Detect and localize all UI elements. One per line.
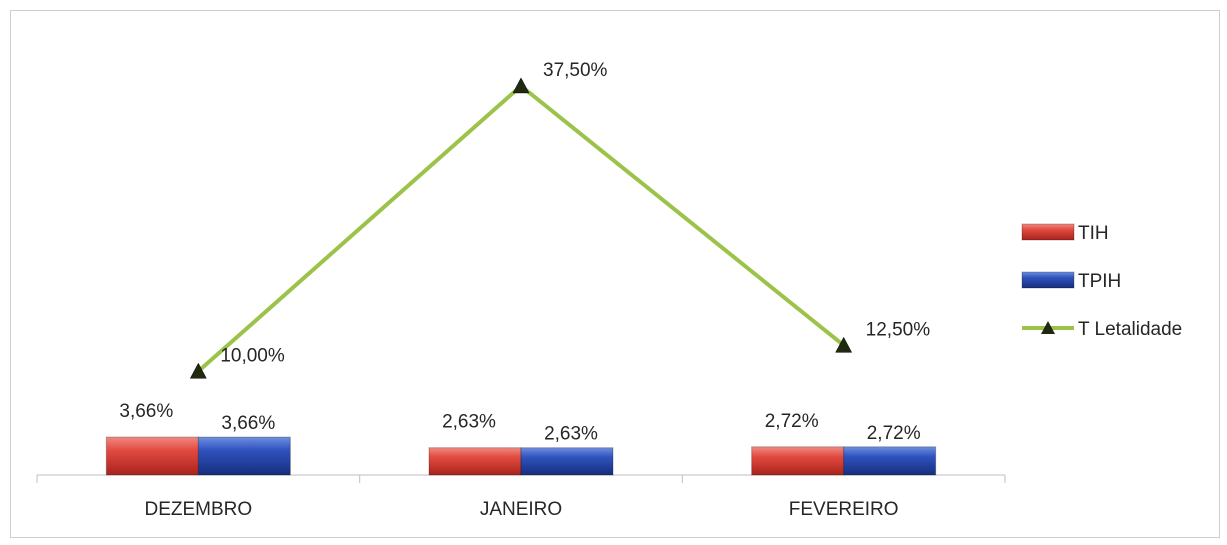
bar-tih-dezembro	[105, 436, 199, 476]
legend-label-tpih: TPIH	[1078, 271, 1121, 292]
data-label-tih-fevereiro: 2,72%	[765, 411, 819, 432]
x-tick-label-dezembro: DEZEMBRO	[144, 499, 252, 520]
data-label-t-letalidade-fevereiro: 12,50%	[866, 319, 931, 340]
legend-swatch-tih	[1021, 223, 1075, 241]
legend-marker-t-letalidade	[1041, 321, 1055, 334]
data-label-tih-janeiro: 2,63%	[442, 412, 496, 433]
legend-label-t-letalidade: T Letalidade	[1078, 319, 1182, 340]
data-label-t-letalidade-janeiro: 37,50%	[543, 60, 608, 81]
point-t-letalidade-fevereiro	[835, 336, 853, 353]
bar-tpih-dezembro	[197, 436, 291, 476]
data-label-tih-dezembro: 3,66%	[119, 401, 173, 422]
x-tick-label-janeiro: JANEIRO	[480, 499, 562, 520]
x-tick-label-fevereiro: FEVEREIRO	[789, 499, 899, 520]
point-t-letalidade-dezembro	[189, 362, 207, 379]
data-label-tpih-janeiro: 2,63%	[544, 424, 598, 445]
bar-tpih-janeiro	[520, 447, 614, 476]
legend-label-tih: TIH	[1078, 223, 1109, 244]
point-t-letalidade-janeiro	[512, 77, 530, 94]
bar-tih-janeiro	[428, 447, 522, 476]
data-label-t-letalidade-dezembro: 10,00%	[220, 345, 285, 366]
bar-tih-fevereiro	[751, 446, 845, 476]
legend-swatch-tpih	[1021, 271, 1075, 289]
data-label-tpih-fevereiro: 2,72%	[867, 423, 921, 444]
data-label-tpih-dezembro: 3,66%	[221, 413, 275, 434]
line-t-letalidade	[197, 83, 845, 373]
bar-tpih-fevereiro	[843, 446, 937, 476]
